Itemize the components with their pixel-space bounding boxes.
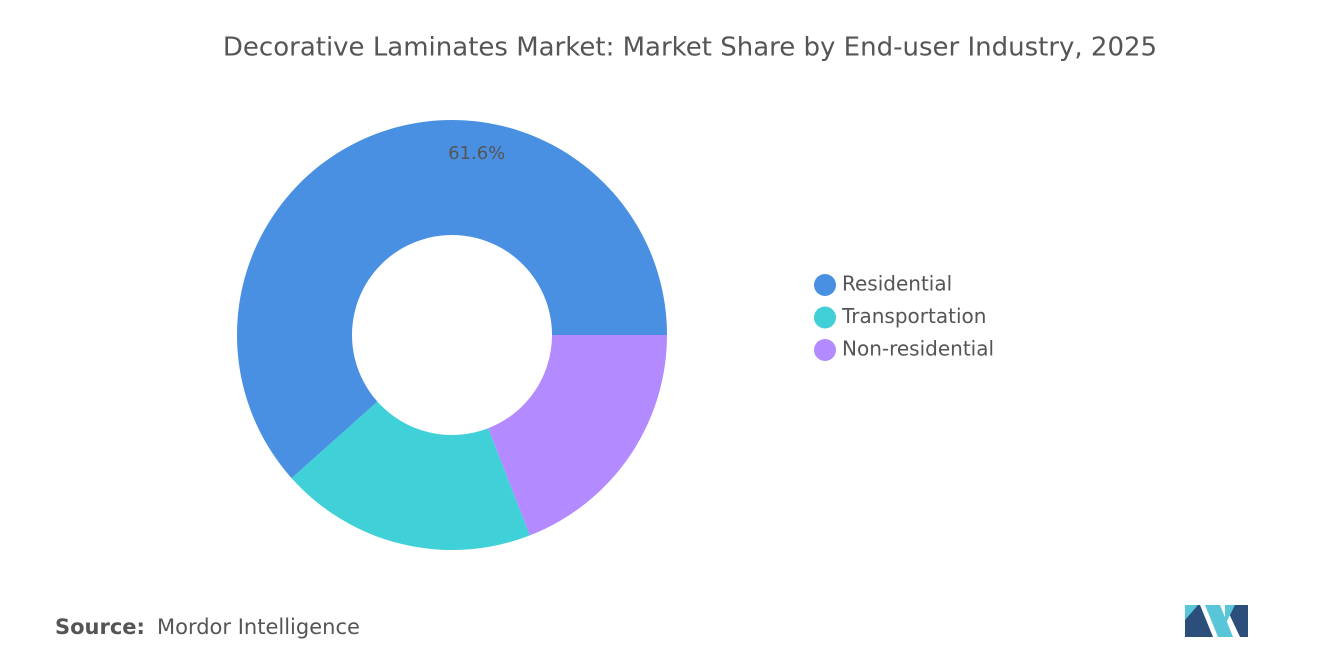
donut: 61.6% [237,120,667,550]
slice [488,335,667,536]
slice [237,120,667,479]
logo [1185,605,1248,637]
chart-title: Decorative Laminates Market: Market Shar… [223,33,1157,63]
data-label: 61.6% [448,143,505,164]
legend-swatch [814,274,836,296]
legend-label: Non-residential [842,337,994,361]
legend-label: Residential [842,272,952,296]
legend-label: Transportation [841,304,986,328]
legend-swatch [814,339,836,361]
legend-swatch [814,306,836,329]
slice [291,401,530,550]
source: Mordor Intelligence [157,615,360,639]
legend: Residential Transportation Non-residential [814,272,994,361]
source-label: Source: [55,615,145,639]
